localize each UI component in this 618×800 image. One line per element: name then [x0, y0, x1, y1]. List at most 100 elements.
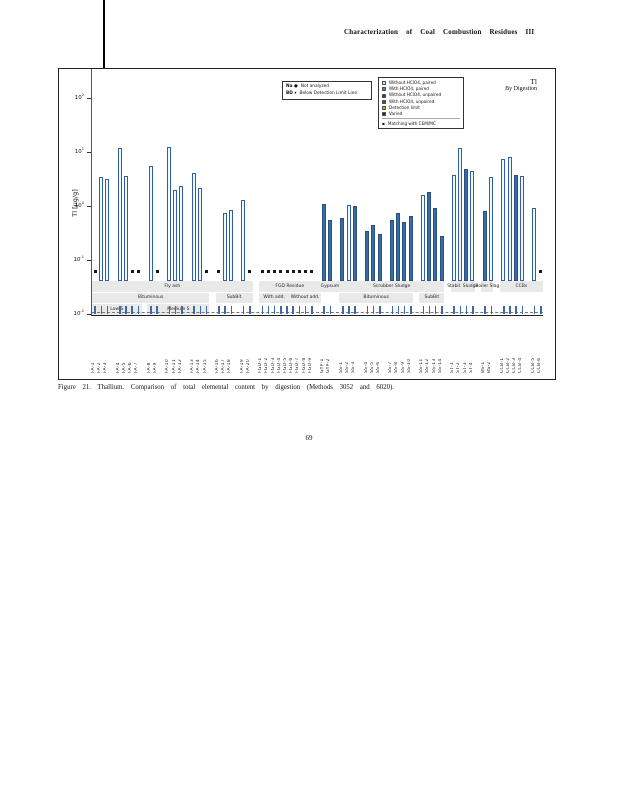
x-tick-label: FGD-6 [289, 357, 295, 373]
legend-series-row: Varied [382, 111, 460, 117]
bar [191, 173, 196, 281]
category-band: Medium S [147, 304, 210, 315]
x-tick-label: FGD-3 [270, 357, 276, 373]
bar [396, 212, 401, 281]
legend-note-row: BD ▾ Below Detection Limit Line [286, 91, 368, 98]
below-detection-marker [217, 270, 221, 273]
x-tick-label: BS-2 [487, 361, 493, 373]
y-tick-label: 10-2 [73, 309, 85, 317]
x-tick-label: SS-2 [344, 361, 350, 373]
detection-limit-tick [342, 306, 344, 314]
chart-subtitle: By Digestion [505, 86, 537, 92]
detection-limit-tick [267, 306, 270, 314]
bar [346, 204, 351, 281]
bar [371, 224, 376, 281]
category-band-label: Medium S [167, 306, 190, 312]
detection-limit-tick [354, 306, 356, 314]
below-detection-marker [285, 270, 289, 273]
category-band-label: Scrubber Sludge [373, 283, 411, 289]
detection-limit-tick [131, 306, 133, 314]
legend-series-row: Detection limit [382, 105, 460, 111]
category-band: Without add. [289, 292, 321, 303]
x-tick-label: FA-6 [128, 362, 134, 373]
x-tick-label: FA-19 [239, 358, 245, 373]
chart-title: Tl [530, 77, 537, 86]
below-detection-marker [248, 270, 252, 273]
x-tick-label: FA-10 [165, 358, 171, 373]
bar [427, 192, 432, 281]
below-detection-marker [304, 270, 308, 273]
detection-limit-tick [397, 306, 400, 314]
category-band-label: Bituminous [137, 295, 164, 301]
x-tick-label: GYP-1 [320, 358, 326, 373]
detection-limit-tick [459, 306, 462, 314]
below-detection-marker [130, 270, 134, 273]
bar [520, 175, 525, 281]
x-tick-label: FGD-7 [295, 357, 301, 373]
detection-limit-tick [137, 306, 140, 314]
x-tick-label: FA-15 [202, 358, 208, 373]
detection-limit-tick [540, 306, 542, 314]
detection-limit-tick [422, 306, 424, 314]
x-tick-label: CCB-4 [518, 357, 524, 373]
category-band: Stabil. Sludge [447, 281, 478, 292]
detection-limit-tick [273, 306, 276, 314]
category-band: Boiler Slag [475, 281, 499, 292]
y-tick-label: 100 [74, 201, 84, 209]
below-detection-marker [279, 270, 283, 273]
y-tick-mark [87, 98, 91, 99]
bar [377, 234, 382, 281]
x-tick-label: SS-11 [419, 358, 425, 373]
detection-limit-tick [509, 306, 511, 314]
x-tick-label: FA-12 [177, 358, 183, 373]
detection-limit-tick [472, 306, 474, 314]
bar [198, 187, 203, 281]
detection-limit-tick [280, 306, 282, 314]
x-tick-label: FA-1 [91, 362, 97, 373]
legend-note-key: BD ▾ [286, 90, 297, 96]
x-tick-label: FA-8 [146, 362, 152, 373]
detection-limit-tick [329, 306, 332, 314]
detection-limit-tick [230, 306, 233, 314]
scan-artifact-line [103, 0, 105, 116]
legend-note-key: Na ● [286, 84, 298, 89]
legend-footer: ▪ Matching with CEM/MC [382, 118, 460, 126]
x-tick-label: FGD-8 [301, 357, 307, 373]
category-band: Bituminous [339, 292, 414, 303]
x-tick-label: FA-11 [171, 358, 177, 373]
legend-swatch [382, 99, 386, 104]
y-tick-label: 102 [74, 93, 84, 101]
x-tick-label: BS-1 [481, 361, 487, 373]
y-tick-mark [87, 260, 91, 261]
legend-notes-box: Na ● Not analyzed BD ▾ Below Detection Limi… [282, 81, 372, 100]
below-detection-marker [273, 270, 277, 273]
legend-series-row: Without HClO4, paired [382, 80, 460, 86]
x-tick-label: SS-3 [351, 361, 357, 373]
detection-limit-tick [286, 306, 288, 314]
below-detection-marker [310, 270, 314, 273]
legend-note-text: Not analyzed [300, 84, 329, 89]
x-tick-label: FA-2 [97, 362, 103, 373]
x-tick-label: SS-8 [394, 361, 400, 373]
x-tick-label: FA-9 [153, 362, 158, 373]
detection-limit-tick [311, 306, 313, 314]
x-tick-label: FGD-9 [307, 357, 313, 373]
detection-limit-tick [533, 306, 536, 314]
below-detection-marker [297, 270, 301, 273]
bar [98, 176, 103, 281]
detection-limit-tick [174, 306, 177, 314]
legend-footer-symbol: ▪ [382, 120, 385, 126]
detection-limit-tick [465, 306, 468, 314]
detection-limit-tick [249, 306, 251, 314]
legend-series-rows: Without HClO4, paired With HClO4, paired W… [382, 80, 460, 117]
category-band-label: SubBit [226, 295, 242, 301]
x-tick-label: GYP-2 [326, 358, 332, 373]
x-tick-label: SS-13 [431, 358, 437, 373]
x-tick-label: FGD-5 [283, 357, 289, 373]
x-tick-label: FA-4 [115, 362, 121, 373]
x-tick-label: FA-5 [122, 362, 128, 373]
category-band: Bituminous [92, 292, 210, 303]
figure-box: Tl [µg/g] 102 101 100 10-1 10-2 Fly ash FGD R… [58, 68, 556, 380]
x-tick-label: SS-4 [363, 361, 369, 373]
category-band-label: Boiler Slag [475, 283, 500, 289]
